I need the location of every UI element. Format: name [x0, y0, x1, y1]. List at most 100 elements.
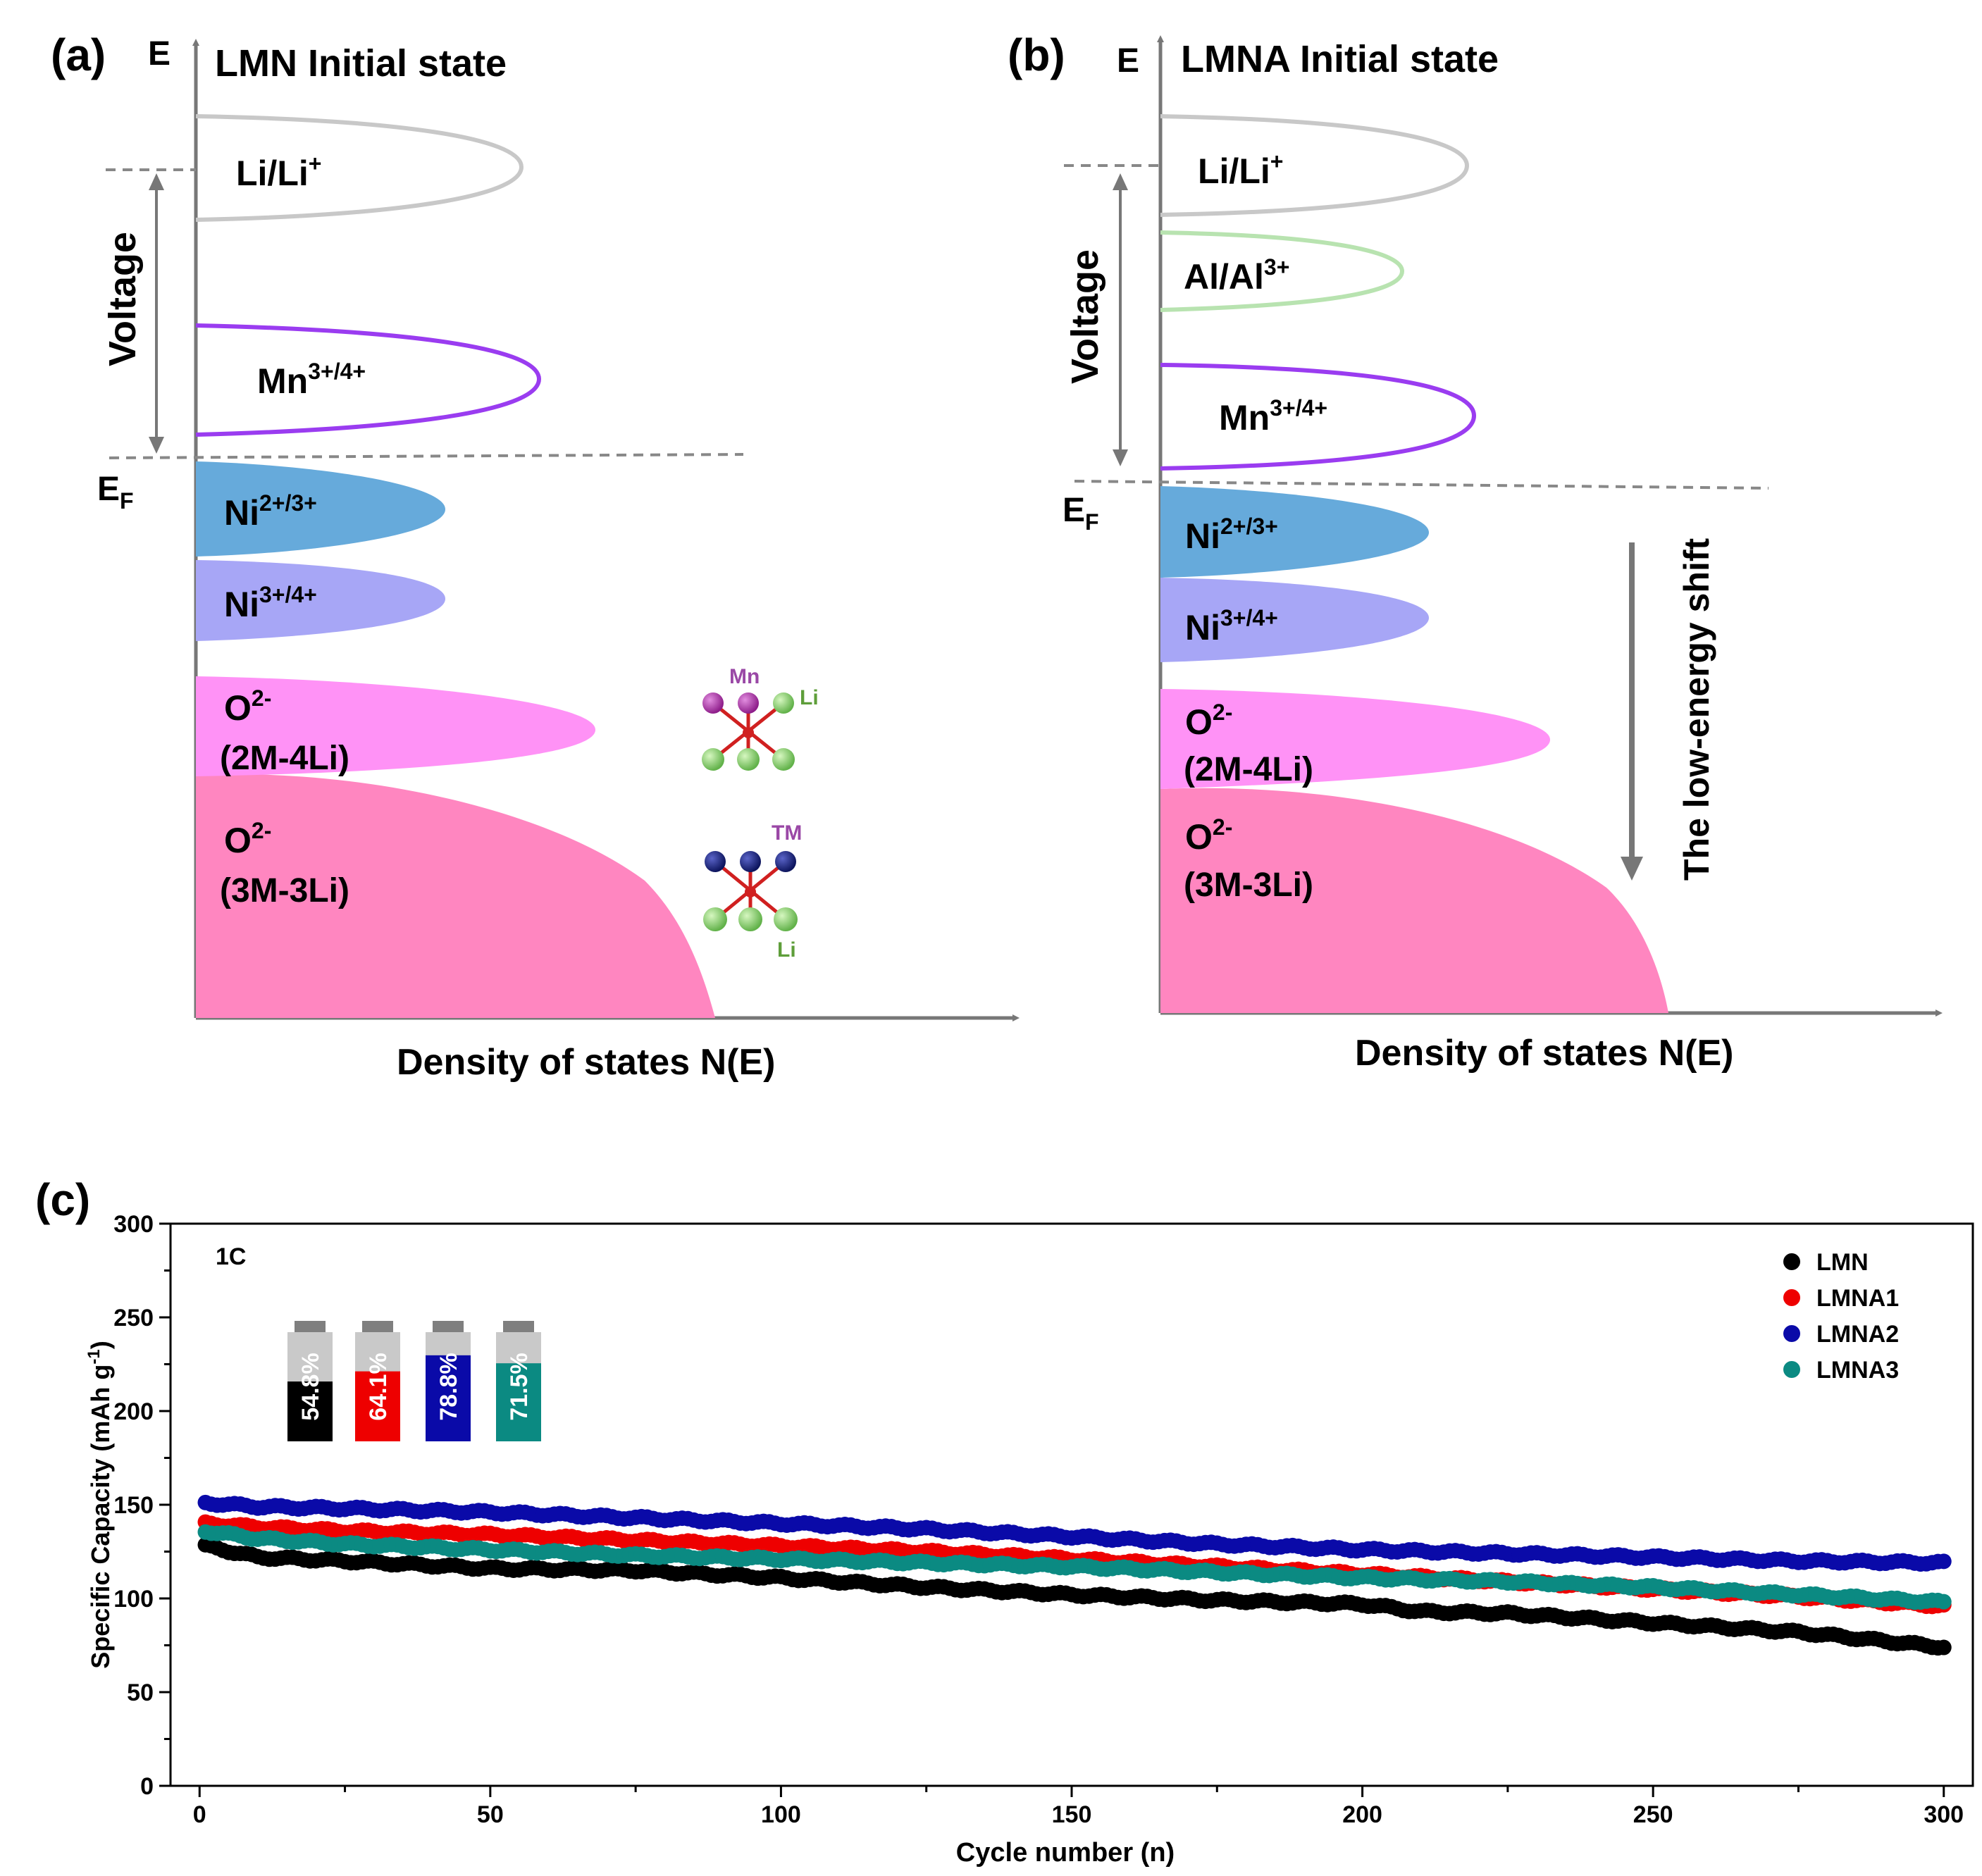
panel-b-li-label: Li/Li+ — [1198, 149, 1283, 191]
battery-percent-label: 78.8% — [435, 1353, 462, 1420]
battery-fill — [496, 1363, 541, 1441]
axis-ticks: 0 50 100 150 200 250 300 0 50 100 150 200 250 300 — [113, 1211, 1964, 1828]
panel-b-o3m-band — [1160, 788, 1668, 1013]
panel-b-ni23-band — [1160, 486, 1429, 578]
y-tick-label: 100 — [113, 1586, 154, 1613]
panel-a-fermi-label: EF — [97, 471, 134, 514]
panel-b-x-axis-label: Density of states N(E) — [1355, 1033, 1733, 1074]
series-LMNA2 — [197, 1494, 1952, 1572]
battery-icon-LMN: 54.8% — [287, 1321, 333, 1441]
panel-a-title: LMN Initial state — [215, 42, 507, 85]
battery-cap — [433, 1321, 464, 1334]
battery-cap — [503, 1321, 534, 1334]
y-axis-label: Specific Capacity (mAh g-1) — [85, 1341, 115, 1668]
panel-a-mn-band — [195, 323, 542, 437]
x-tick-label: 150 — [1052, 1801, 1092, 1828]
tm-atom — [705, 851, 726, 872]
legend-marker — [1783, 1253, 1800, 1270]
panel-b-energy-axis-label: E — [1117, 42, 1139, 80]
panel-b-o2m-label: O2- — [1185, 700, 1232, 742]
panel-b-voltage-label: Voltage — [1064, 249, 1106, 384]
panel-b-ni34-label: Ni3+/4+ — [1185, 605, 1278, 647]
panel-b-li-band — [1160, 114, 1470, 217]
low-energy-shift-arrowhead — [1621, 857, 1643, 881]
panel-a-fermi-level-dash — [109, 453, 744, 459]
battery-percent-label: 54.8% — [297, 1353, 324, 1420]
capacity-retention-batteries: 54.8% 64.1% 78.8% 71.5% — [287, 1321, 541, 1441]
battery-fill — [287, 1381, 333, 1441]
x-tick-label: 0 — [193, 1801, 206, 1828]
data-point — [1935, 1553, 1952, 1570]
panel-a-ni34-label: Ni3+/4+ — [224, 582, 317, 624]
panel-b-fermi-level-dash — [1074, 480, 1769, 490]
y-tick-label: 0 — [140, 1773, 154, 1800]
data-point — [1935, 1639, 1952, 1656]
panel-b-fermi-label: EF — [1063, 492, 1099, 535]
panel-a-label: (a) — [51, 30, 106, 80]
panel-a-voltage-arrowhead-bottom — [149, 437, 164, 454]
panel-a-o2m-label: O2- — [224, 685, 271, 728]
li-atom — [738, 907, 762, 931]
rate-label: 1C — [216, 1243, 246, 1270]
oxygen-atom — [745, 886, 756, 897]
battery-fill — [355, 1371, 400, 1441]
battery-icon-LMNA2: 78.8% — [426, 1321, 471, 1441]
panel-a-voltage-label: Voltage — [101, 232, 144, 366]
mn-atom — [702, 692, 724, 714]
li-atom — [737, 748, 760, 771]
panel-a-ni23-label: Ni2+/3+ — [224, 490, 317, 533]
cluster-label-tm: TM — [772, 821, 802, 845]
series-LMNA3 — [197, 1524, 1952, 1610]
panel-b-ni23-label: Ni2+/3+ — [1185, 514, 1278, 556]
oxygen-atom — [743, 727, 754, 738]
battery-fill — [426, 1355, 471, 1441]
low-energy-shift-label: The low-energy shift — [1677, 538, 1716, 881]
cluster-label-mn: Mn — [729, 665, 760, 688]
panel-b-al-label: Al/Al3+ — [1184, 254, 1289, 297]
x-tick-label: 250 — [1633, 1801, 1673, 1828]
cluster-label-li-top: Li — [800, 686, 819, 709]
cluster-2m-4li — [702, 692, 795, 771]
legend-label: LMNA1 — [1816, 1285, 1899, 1312]
panel-b-o3m-sublabel: (3M-3Li) — [1184, 866, 1313, 904]
panel-a-o3m-label: O2- — [224, 818, 271, 860]
panel-b-voltage-arrowhead-bottom — [1113, 449, 1128, 466]
legend-label: LMNA2 — [1816, 1321, 1899, 1348]
mn-atom — [738, 692, 759, 714]
panel-b-ni34-band — [1160, 578, 1429, 662]
panel-a-mn-label: Mn3+/4+ — [257, 359, 366, 401]
legend-label: LMNA3 — [1816, 1357, 1899, 1384]
data-point — [1935, 1594, 1952, 1610]
panel-a-ni34-band — [196, 560, 445, 641]
panel-a-li-label: Li/Li+ — [236, 151, 321, 193]
battery-icon-LMNA3: 71.5% — [496, 1321, 541, 1441]
panel-c-label: (c) — [35, 1174, 90, 1225]
y-tick-label: 150 — [113, 1492, 154, 1519]
panel-a-o3m-band — [196, 774, 715, 1018]
panel-a-o3m-sublabel: (3M-3Li) — [220, 872, 349, 909]
data-points — [197, 1494, 1952, 1656]
panel-a-o2m-band — [196, 676, 595, 776]
legend-marker — [1783, 1361, 1800, 1378]
panel-b: (b) E LMNA Initial state Voltage EF Li/L… — [1008, 30, 1943, 1074]
li-atom — [774, 907, 798, 931]
panel-a: (a) E LMN Initial state Voltage EF Li/Li… — [51, 30, 1020, 1083]
battery-cap — [295, 1321, 326, 1334]
battery-icon-LMNA1: 64.1% — [355, 1321, 400, 1441]
series-LMN — [197, 1536, 1952, 1656]
panel-b-o3m-label: O2- — [1185, 814, 1232, 857]
battery-percent-label: 71.5% — [506, 1353, 533, 1420]
panel-a-ni23-band — [196, 461, 445, 557]
tm-atom — [775, 851, 796, 872]
panel-b-title: LMNA Initial state — [1181, 38, 1499, 80]
li-atom — [703, 907, 727, 931]
li-atom — [773, 692, 794, 714]
cluster-label-li-bottom: Li — [777, 938, 796, 962]
tm-atom — [740, 851, 761, 872]
panel-a-voltage-arrowhead-top — [149, 173, 164, 190]
battery-cap — [362, 1321, 393, 1334]
panel-b-mn-band — [1160, 363, 1477, 471]
battery-percent-label: 64.1% — [365, 1353, 392, 1420]
x-tick-label: 100 — [761, 1801, 801, 1828]
